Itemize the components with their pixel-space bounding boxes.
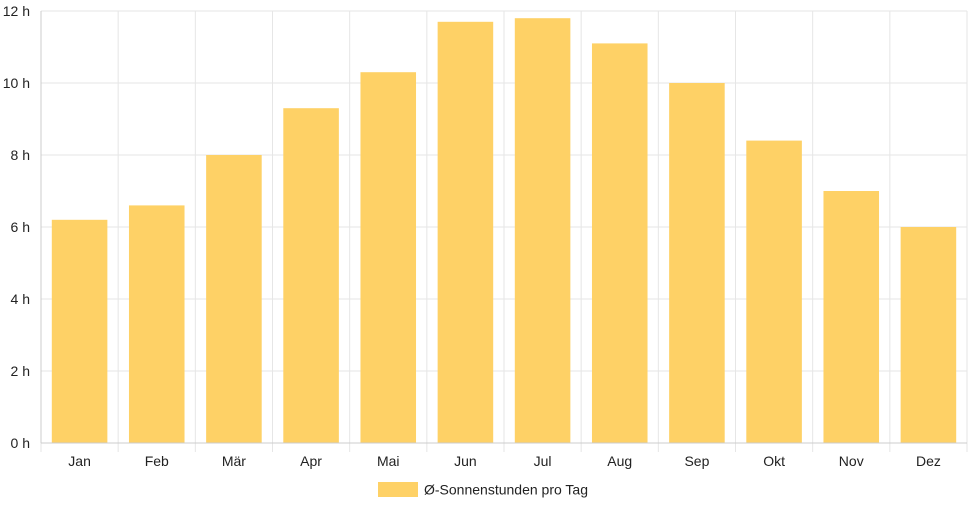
y-tick-label: 10 h bbox=[3, 75, 30, 91]
y-axis-ticks: 0 h 2 h 4 h 6 h 8 h 10 h 12 h bbox=[3, 3, 30, 451]
bar-nov[interactable] bbox=[823, 191, 880, 443]
bar-dez[interactable] bbox=[900, 227, 957, 443]
bar-apr[interactable] bbox=[283, 108, 339, 443]
x-tick-label: Mai bbox=[377, 453, 400, 469]
y-tick-label: 6 h bbox=[11, 219, 30, 235]
y-tick-label: 2 h bbox=[11, 363, 30, 379]
legend-label: Ø-Sonnenstunden pro Tag bbox=[424, 482, 588, 498]
x-tick-label: Mär bbox=[222, 453, 246, 469]
y-tick-label: 8 h bbox=[11, 147, 30, 163]
x-axis-ticks: Jan Feb Mär Apr Mai Jun Jul Aug Sep Okt Nov Dez bbox=[68, 453, 941, 469]
bar-feb[interactable] bbox=[128, 205, 185, 443]
bar-mai[interactable] bbox=[360, 72, 417, 443]
x-tick-label: Aug bbox=[607, 453, 632, 469]
grid-lines bbox=[40, 10, 968, 452]
y-tick-label: 12 h bbox=[3, 3, 30, 19]
x-tick-label: Jun bbox=[454, 453, 477, 469]
bar-aug[interactable] bbox=[591, 43, 648, 444]
x-tick-label: Okt bbox=[763, 453, 785, 469]
x-tick-label: Dez bbox=[916, 453, 941, 469]
x-tick-label: Sep bbox=[684, 453, 709, 469]
axes bbox=[40, 11, 967, 444]
y-tick-label: 4 h bbox=[11, 291, 30, 307]
bar-group bbox=[51, 18, 957, 444]
bar-jan[interactable] bbox=[51, 219, 108, 443]
x-tick-label: Jul bbox=[534, 453, 552, 469]
bar-okt[interactable] bbox=[746, 140, 802, 443]
bar-jul[interactable] bbox=[514, 18, 571, 443]
x-tick-label: Feb bbox=[145, 453, 169, 469]
x-tick-label: Jan bbox=[68, 453, 91, 469]
x-tick-label: Apr bbox=[300, 453, 322, 469]
bar-sep[interactable] bbox=[669, 83, 725, 443]
y-tick-label: 0 h bbox=[11, 435, 30, 451]
x-tick-label: Nov bbox=[839, 453, 864, 469]
legend-swatch[interactable] bbox=[378, 482, 418, 497]
legend[interactable]: Ø-Sonnenstunden pro Tag bbox=[378, 482, 588, 498]
bar-jun[interactable] bbox=[437, 21, 494, 444]
bar-mär[interactable] bbox=[206, 155, 262, 443]
